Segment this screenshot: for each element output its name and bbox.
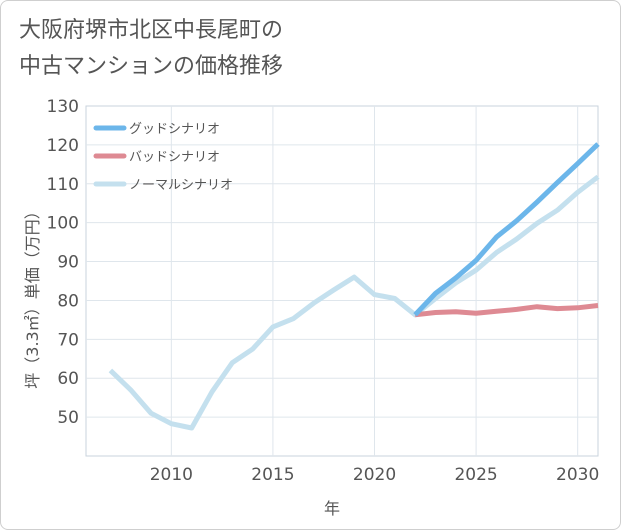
y-tick-label: 60	[57, 369, 79, 389]
x-tick-label: 2030	[556, 465, 599, 485]
legend-label-bad: バッドシナリオ	[129, 150, 220, 165]
x-tick-label: 2015	[251, 465, 294, 485]
x-tick-label: 2025	[454, 465, 497, 485]
y-axis-ticks: 50 60 70 80 90 100 110 120 130	[47, 97, 79, 428]
y-tick-label: 50	[57, 408, 79, 428]
series-line-good	[413, 142, 600, 317]
y-tick-label: 130	[47, 97, 79, 117]
x-tick-label: 2020	[353, 465, 396, 485]
x-axis-ticks: 2010 2015 2020 2025 2030	[150, 465, 600, 485]
legend-label-normal: ノーマルシナリオ	[129, 178, 233, 193]
x-axis-label: 年	[324, 499, 340, 518]
y-tick-label: 80	[57, 291, 79, 311]
y-tick-label: 90	[57, 253, 79, 273]
y-tick-label: 100	[47, 214, 79, 234]
y-tick-label: 70	[57, 330, 79, 350]
y-tick-label: 110	[47, 175, 79, 195]
x-tick-label: 2010	[150, 465, 193, 485]
series-line-bad	[414, 303, 599, 318]
y-axis-label: 坪（3.3㎡）単価（万円）	[23, 203, 42, 388]
series-line-normal	[108, 174, 600, 431]
chart-title-line-1: 大阪府堺市北区中長尾町の	[19, 18, 284, 43]
y-tick-label: 120	[47, 136, 79, 156]
legend-label-good: グッドシナリオ	[129, 122, 220, 137]
series-lines	[108, 142, 600, 431]
grid-lines	[86, 106, 598, 456]
chart-title-line-2: 中古マンションの価格推移	[19, 54, 284, 79]
chart-title: 大阪府堺市北区中長尾町の 中古マンションの価格推移	[19, 13, 283, 85]
